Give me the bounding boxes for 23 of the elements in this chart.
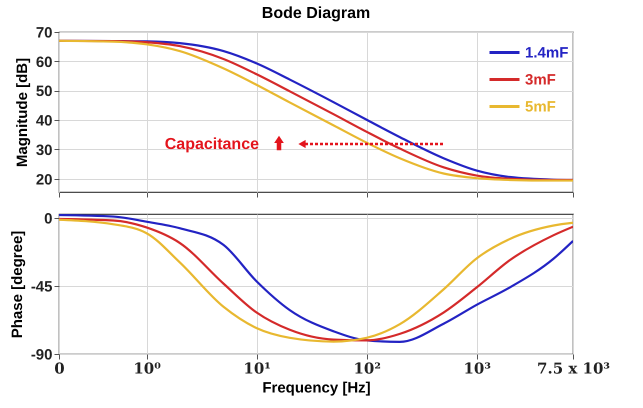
x-tick-label: 0 [54,360,65,378]
y-tick-label: -45 [30,278,52,296]
y-tick-label: 30 [36,142,52,159]
y-axis-title: Phase [degree] [8,230,26,338]
y-tick-label: 50 [36,83,52,100]
chart-title: Bode Diagram [262,5,370,22]
x-tick-label: 10¹ [243,360,271,378]
y-tick-label: 60 [36,54,52,71]
x-tick-label: 7.5 x 10³ [537,360,610,378]
x-tick-label: 10⁰ [133,360,162,378]
legend-label: 1.4mF [525,44,568,62]
legend-label: 5mF [525,98,556,116]
x-axis-title: Frequency [Hz] [262,380,371,396]
legend-label: 3mF [525,72,556,88]
y-axis-title: Magnitude [dB] [14,58,31,168]
y-tick-label: 20 [36,171,52,188]
y-tick-label: 70 [36,24,52,42]
y-tick-label: -90 [30,346,52,364]
y-tick-label: 0 [44,210,52,228]
x-tick-label: 10² [353,360,381,378]
y-tick-label: 40 [36,112,52,130]
x-tick-label: 10³ [463,360,491,378]
annotation: Capacitance [164,136,260,153]
